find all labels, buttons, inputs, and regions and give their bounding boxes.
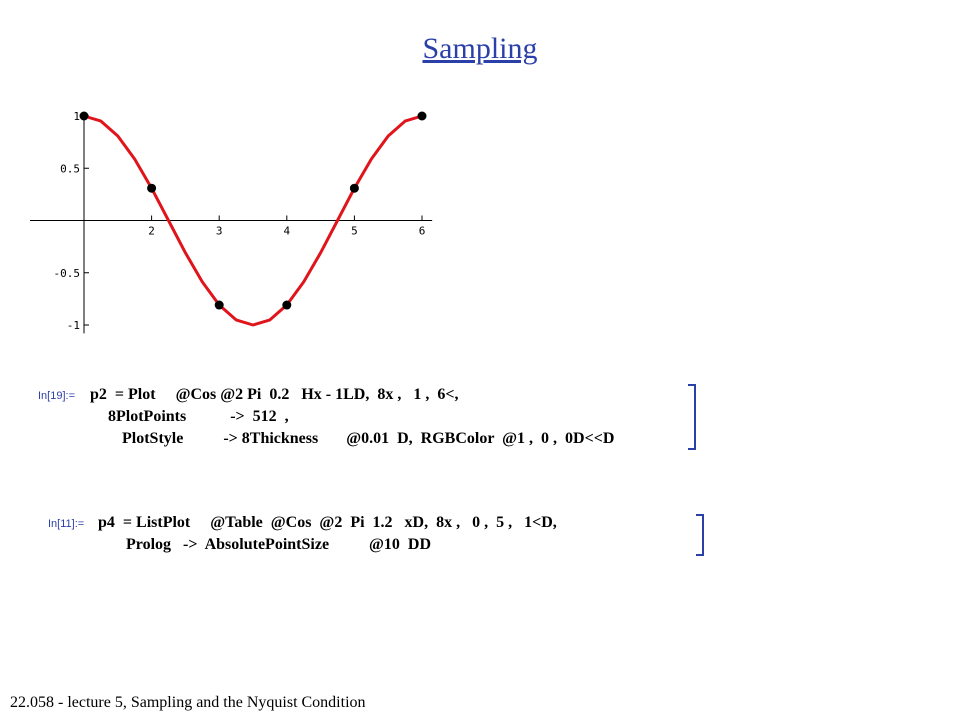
sample-point bbox=[417, 111, 427, 121]
sample-point bbox=[79, 111, 89, 121]
cosine-plot: 2 3 4 5 6 1 0.5 -0.5 -1 bbox=[30, 110, 433, 334]
code-line: PlotStyle -> 8Thickness @0.01 D, RGBColo… bbox=[122, 430, 615, 447]
sample-point bbox=[147, 183, 157, 193]
slide-title: Sampling bbox=[422, 32, 538, 65]
cell-label: In[11]:= bbox=[48, 518, 85, 530]
y-tick-label: -0.5 bbox=[54, 267, 81, 280]
input-cell-plot[interactable]: In[19]:= p2 = Plot @Cos @2 Pi 0.2 Hx - 1… bbox=[38, 386, 614, 476]
x-tick-label: 5 bbox=[351, 225, 358, 238]
y-tick-label: 1 bbox=[73, 110, 80, 123]
cosine-curve bbox=[83, 114, 423, 327]
code-line: Prolog -> AbsolutePointSize @10 DD bbox=[126, 536, 432, 553]
y-tick-label: 0.5 bbox=[60, 162, 80, 175]
x-tick-label: 3 bbox=[216, 225, 223, 238]
cell-label: In[19]:= bbox=[38, 390, 76, 402]
x-tick-label: 6 bbox=[419, 225, 426, 238]
cell-bracket[interactable] bbox=[696, 514, 704, 556]
input-cell-listplot[interactable]: In[11]:= p4 = ListPlot @Table @Cos @2 Pi… bbox=[48, 514, 557, 586]
code-line: p4 = ListPlot @Table @Cos @2 Pi 1.2 xD, … bbox=[98, 514, 557, 531]
code-line: p2 = Plot @Cos @2 Pi 0.2 Hx - 1LD, 8x , … bbox=[90, 386, 459, 403]
x-tick-label: 2 bbox=[148, 225, 155, 238]
sample-point bbox=[282, 300, 292, 310]
code-line: 8PlotPoints -> 512 , bbox=[108, 408, 289, 425]
slide-footer: 22.058 - lecture 5, Sampling and the Nyq… bbox=[10, 694, 366, 711]
x-tick-label: 4 bbox=[283, 225, 290, 238]
sample-point bbox=[349, 183, 359, 193]
cell-bracket[interactable] bbox=[688, 384, 696, 450]
sample-point bbox=[214, 300, 224, 310]
y-tick-label: -1 bbox=[67, 319, 80, 332]
